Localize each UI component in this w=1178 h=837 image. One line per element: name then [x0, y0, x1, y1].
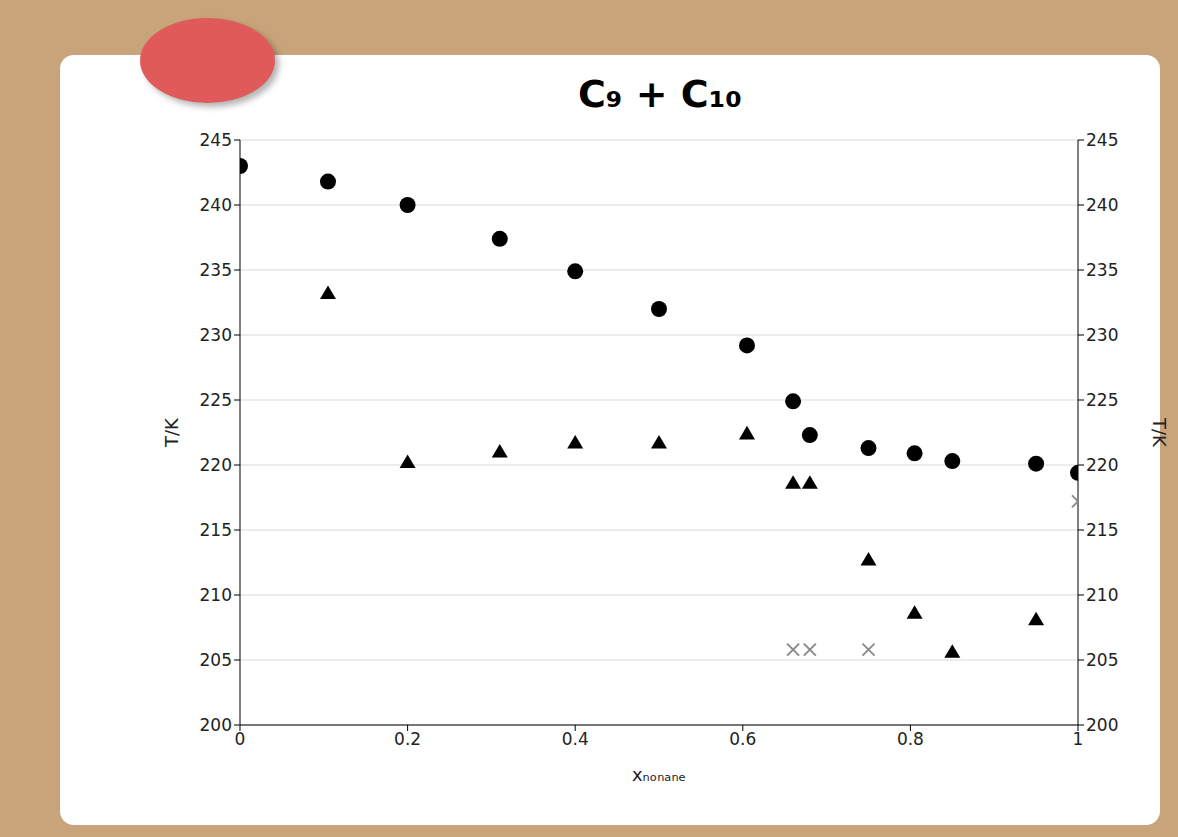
- svg-text:0.4: 0.4: [562, 729, 589, 749]
- svg-text:210: 210: [1086, 585, 1118, 605]
- svg-text:245: 245: [200, 130, 232, 150]
- svg-text:230: 230: [200, 325, 232, 345]
- svg-text:215: 215: [200, 520, 232, 540]
- svg-text:T/K: T/K: [161, 417, 182, 448]
- svg-text:220: 220: [1086, 455, 1118, 475]
- svg-text:235: 235: [1086, 260, 1118, 280]
- svg-text:T/K: T/K: [1149, 417, 1170, 448]
- svg-text:205: 205: [1086, 650, 1118, 670]
- html-text:C₉ + C₁₀: C₉ + C₁₀: [578, 72, 742, 116]
- svg-text:xₙₒₙₐₙₑ: xₙₒₙₐₙₑ: [632, 764, 686, 785]
- svg-text:0.8: 0.8: [897, 729, 924, 749]
- svg-text:235: 235: [200, 260, 232, 280]
- svg-text:240: 240: [1086, 195, 1118, 215]
- svg-text:245: 245: [1086, 130, 1118, 150]
- svg-text:225: 225: [1086, 390, 1118, 410]
- svg-text:230: 230: [1086, 325, 1118, 345]
- svg-text:240: 240: [200, 195, 232, 215]
- svg-text:215: 215: [1086, 520, 1118, 540]
- svg-text:210: 210: [200, 585, 232, 605]
- svg-text:0.2: 0.2: [394, 729, 421, 749]
- svg-text:0: 0: [235, 729, 246, 749]
- svg-text:1: 1: [1073, 729, 1084, 749]
- svg-text:200: 200: [1086, 715, 1118, 735]
- svg-text:205: 205: [200, 650, 232, 670]
- svg-text:220: 220: [200, 455, 232, 475]
- svg-text:225: 225: [200, 390, 232, 410]
- svg-text:200: 200: [200, 715, 232, 735]
- svg-text:0.6: 0.6: [729, 729, 756, 749]
